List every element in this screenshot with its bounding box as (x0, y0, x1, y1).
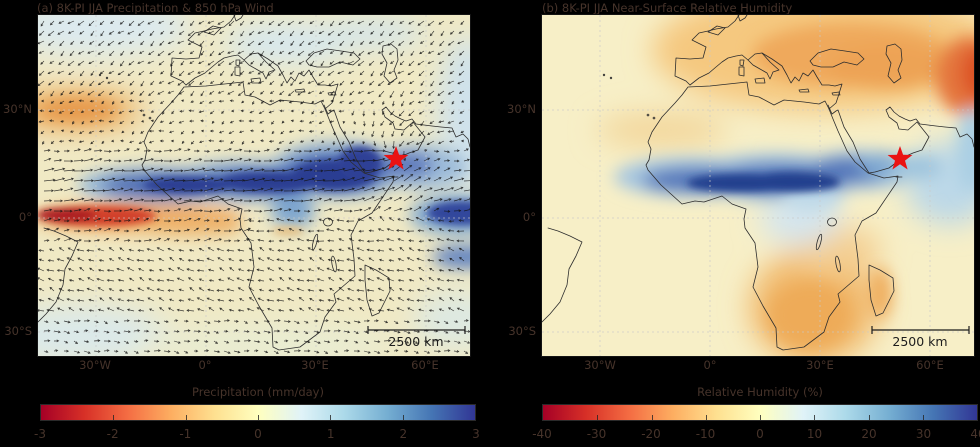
colorbar-a-label: Precipitation (mm/day) (192, 385, 324, 399)
y-tick-30s: 30°S (4, 324, 32, 338)
colorbar-tick-label: -20 (641, 427, 661, 441)
colorbar-b-ticklabels: -40 -30 -20 -10 0 10 20 30 40 (532, 427, 980, 442)
x-tick-60e: 60°E (411, 358, 439, 372)
colorbar-b-label: Relative Humidity (%) (697, 385, 823, 399)
colorbar-tick-label: -10 (695, 427, 716, 441)
colorbar-tick-label: 0 (254, 427, 262, 441)
colorbar-tick-mark (330, 415, 332, 420)
colorbar-tick-label: 30 (915, 427, 932, 441)
map-b: 2500 km (541, 14, 975, 357)
colorbar-tick-mark (185, 415, 187, 420)
colorbar-tick-label: 2 (399, 427, 408, 441)
x-tick-30w: 30°W (79, 358, 111, 372)
colorbar-tick-label: -30 (586, 427, 607, 441)
x-tick-30e: 30°E (301, 358, 329, 372)
site-marker-star (887, 146, 913, 170)
colorbar-tick-label: 0 (756, 427, 764, 441)
colorbar-tick-label: 1 (326, 427, 335, 441)
scale-bar: 2500 km (871, 326, 970, 349)
site-marker-star (383, 146, 409, 170)
map-b-svg: 2500 km (542, 15, 974, 356)
colorbar-tick-mark (651, 415, 653, 420)
x-tick-0: 0° (703, 358, 717, 372)
colorbar-b (542, 404, 978, 421)
colorbar-tick-label: -3 (34, 427, 46, 441)
y-tick-30s: 30°S (508, 324, 536, 338)
colorbar-tick-label: -40 (532, 427, 552, 441)
panel-a-precipitation-wind: (a) 8K-PI JJA Precipitation & 850 hPa Wi… (3, 1, 480, 442)
x-tick-60e: 60°E (916, 358, 944, 372)
wind-vectors-850hpa (38, 20, 470, 354)
y-tick-0: 0° (522, 210, 536, 224)
colorbar-tick-mark (705, 415, 707, 420)
y-tick-30n: 30°N (3, 102, 32, 116)
map-a-svg: 2500 km (38, 15, 470, 356)
relative-humidity-anomaly-field (597, 15, 974, 356)
panel-b-title: (b) 8K-PI JJA Near-Surface Relative Humi… (542, 1, 793, 15)
x-tick-30w: 30°W (584, 358, 616, 372)
colorbar-tick-mark (258, 415, 259, 420)
y-tick-30n: 30°N (507, 102, 536, 116)
graticule (38, 15, 470, 356)
x-tick-0: 0° (198, 358, 212, 372)
colorbar-tick-mark (402, 415, 404, 420)
colorbar-tick-label: 20 (861, 427, 877, 441)
map-a: 2500 km (37, 14, 471, 357)
scale-bar-label: 2500 km (892, 334, 947, 349)
colorbar-tick-mark (597, 415, 599, 420)
colorbar-tick-mark (922, 415, 924, 420)
colorbar-a-ticklabels: -3 -2 -1 0 1 2 3 (34, 427, 480, 442)
scale-bar: 2500 km (367, 326, 466, 349)
scale-bar-label: 2500 km (388, 334, 443, 349)
x-tick-30e: 30°E (806, 358, 834, 372)
colorbar-tick-mark (868, 415, 870, 420)
colorbar-tick-label: 40 (970, 427, 980, 441)
colorbar-tick-mark (760, 415, 761, 420)
colorbar-tick-mark (814, 415, 816, 420)
colorbar-tick-label: -2 (106, 427, 119, 441)
panel-a-title: (a) 8K-PI JJA Precipitation & 850 hPa Wi… (37, 1, 274, 15)
panel-b-relative-humidity: (b) 8K-PI JJA Near-Surface Relative Humi… (506, 0, 980, 447)
colorbar-tick-mark (113, 415, 115, 420)
graticule (542, 15, 974, 356)
precipitation-anomaly-field (38, 15, 470, 356)
y-tick-0: 0° (18, 210, 32, 224)
colorbar-a (40, 404, 476, 421)
colorbar-tick-label: -1 (179, 427, 192, 441)
colorbar-tick-label: 10 (806, 427, 823, 441)
colorbar-tick-label: 3 (472, 427, 480, 441)
